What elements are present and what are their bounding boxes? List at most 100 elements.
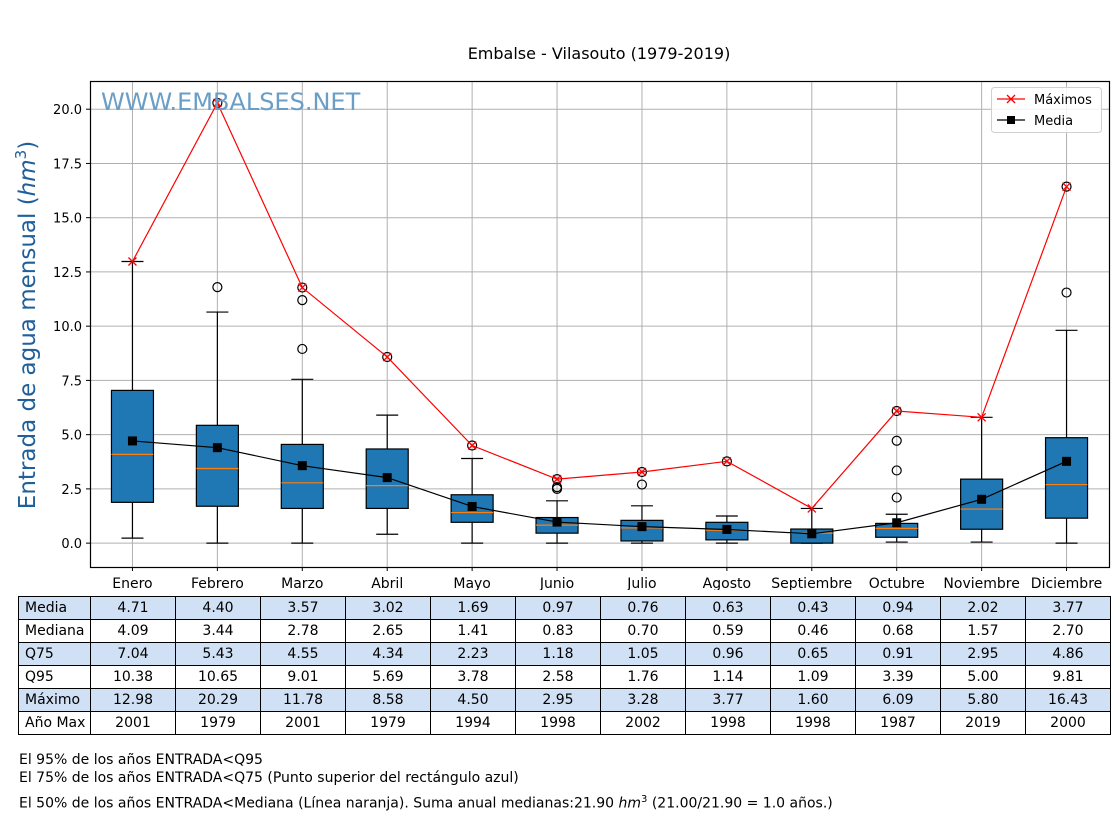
- y-tick-label: 20.0: [53, 103, 82, 118]
- table-cell: 2.78: [260, 619, 346, 643]
- maximo-point: [127, 257, 137, 266]
- table-cell: 1.60: [770, 688, 856, 712]
- table-cell: 1998: [515, 711, 601, 735]
- table-cell: 2019: [940, 711, 1026, 735]
- x-tick-label: Marzo: [281, 576, 323, 590]
- iqr-box: [280, 443, 324, 510]
- maximo-point: [722, 456, 732, 466]
- outlier-point: [382, 351, 393, 363]
- chart-title: Embalse - Vilasouto (1979-2019): [468, 44, 731, 63]
- svg-text:Media: Media: [1034, 114, 1073, 129]
- table-cell: 2.70: [1025, 619, 1111, 643]
- outlier-point: [297, 282, 308, 293]
- boxes: [110, 97, 1089, 544]
- table-cell: 3.78: [430, 665, 516, 689]
- table-cell: 3.28: [600, 688, 686, 712]
- table-cell: 2001: [90, 711, 176, 735]
- maximo-point: [467, 441, 477, 450]
- table-cell: 2.02: [940, 596, 1026, 620]
- table-cell: 5.80: [940, 688, 1026, 712]
- y-tick-label: 17.5: [53, 157, 82, 172]
- row-header: Máximo: [18, 688, 91, 712]
- table-cell: 1.05: [600, 642, 686, 666]
- iqr-box: [110, 389, 155, 503]
- table-cell: 0.68: [855, 619, 941, 643]
- box-junio: [535, 474, 579, 544]
- table-cell: 2.23: [430, 642, 516, 666]
- y-tick-label: 2.5: [61, 483, 82, 498]
- table-cell: 8.58: [345, 688, 431, 712]
- table-row: Mediana 4.09 3.44 2.78 2.65 1.41 0.83 0.70 0.59 0…: [18, 619, 1111, 643]
- outlier-point: [1061, 181, 1072, 192]
- boxplot-chart: Embalse - Vilasouto (1979-2019) 0.0 2.5 5.…: [12, 44, 1111, 590]
- table-cell: 4.09: [90, 619, 176, 643]
- table-cell: 0.91: [855, 642, 941, 666]
- note-median: El 50% de los años ENTRADA<Mediana (Líne…: [19, 794, 833, 812]
- outlier-point: [212, 97, 223, 109]
- table-row: Máximo 12.98 20.29 11.78 8.58 4.50 2.95 3.28 3.7…: [18, 688, 1111, 712]
- maximo-point: [297, 283, 307, 293]
- table-cell: 1994: [430, 711, 516, 735]
- outlier-point: [891, 465, 902, 476]
- table-cell: 20.29: [175, 688, 261, 712]
- table-cell: 7.04: [90, 642, 176, 666]
- table-cell: 1.41: [430, 619, 516, 643]
- maximo-point: [552, 474, 562, 484]
- table-cell: 2001: [260, 711, 346, 735]
- series-line-maximos: [131, 101, 1068, 510]
- outlier-point: [297, 343, 308, 355]
- row-header: Media: [18, 596, 91, 620]
- x-tick-label: Mayo: [453, 576, 491, 590]
- y-tick-label: 10.0: [53, 320, 82, 335]
- svg-text:Máximos: Máximos: [1034, 93, 1092, 108]
- y-tick-label: 0.0: [61, 537, 82, 552]
- maximo-point: [892, 406, 902, 416]
- table-cell: 9.81: [1025, 665, 1111, 689]
- box-octubre: [875, 405, 919, 543]
- table-row: Q95 10.38 10.65 9.01 5.69 3.78 2.58 1.76 1.14 1.0…: [18, 665, 1111, 689]
- row-header: Mediana: [18, 619, 91, 643]
- table-cell: 3.77: [1025, 596, 1111, 620]
- media-point: [807, 529, 817, 539]
- outlier-point: [1061, 287, 1072, 298]
- table-cell: 10.65: [175, 665, 261, 689]
- table-cell: 1998: [685, 711, 771, 735]
- x-tick-label: Octubre: [869, 576, 925, 590]
- table-cell: 0.96: [685, 642, 771, 666]
- x-tick-label: Abril: [371, 576, 403, 590]
- maximo-point: [977, 412, 987, 422]
- x-tick-label: Enero: [112, 576, 152, 590]
- outlier-point: [551, 482, 563, 493]
- media-point: [977, 494, 987, 504]
- table-cell: 1979: [175, 711, 261, 735]
- table-cell: 10.38: [90, 665, 176, 689]
- table-cell: 0.65: [770, 642, 856, 666]
- x-tick-label: Junio: [539, 576, 574, 590]
- legend-item-media: Media: [997, 114, 1073, 129]
- media-point: [892, 518, 902, 528]
- table-cell: 2.95: [940, 642, 1026, 666]
- table-cell: 0.83: [515, 619, 601, 643]
- table-cell: 12.98: [90, 688, 176, 712]
- x-marker-icon: [1006, 94, 1016, 104]
- x-tick-label: Diciembre: [1031, 576, 1102, 590]
- legend: Máximos Media: [991, 87, 1102, 133]
- x-tick-label: Agosto: [703, 576, 751, 590]
- table-cell: 3.77: [685, 688, 771, 712]
- row-header: Año Max: [18, 711, 91, 735]
- media-point: [382, 473, 392, 483]
- table-cell: 1998: [770, 711, 856, 735]
- x-tick-label: Noviembre: [943, 576, 1019, 590]
- table-cell: 5.69: [345, 665, 431, 689]
- notes: El 95% de los años ENTRADA<Q95 El 75% de…: [19, 751, 833, 813]
- note-q75: El 75% de los años ENTRADA<Q75 (Punto su…: [19, 770, 519, 786]
- watermark: WWW.EMBALSES.NET: [101, 88, 361, 116]
- table-cell: 3.57: [260, 596, 346, 620]
- media-point: [552, 517, 562, 527]
- outlier-point: [467, 440, 478, 451]
- outlier-point: [212, 282, 223, 293]
- table-cell: 2.95: [515, 688, 601, 712]
- box-diciembre: [1044, 181, 1089, 544]
- table-cell: 3.39: [855, 665, 941, 689]
- square-marker-icon: [1007, 116, 1015, 124]
